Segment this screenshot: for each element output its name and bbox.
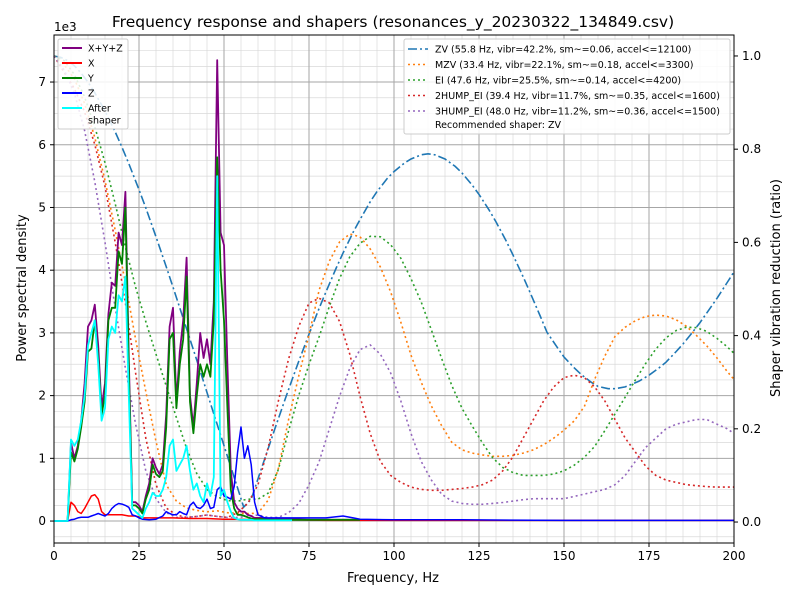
y2-tick-label: 0.8 xyxy=(742,142,761,156)
grid xyxy=(53,35,735,543)
y2-tick-label: 0.2 xyxy=(742,422,761,436)
axes-ticks: 0 25 50 75 100 125 150 175 200 0 1 2 3 4 5 6 7 0.0 0.2 0.4 0… xyxy=(38,49,761,563)
y-tick-label: 7 xyxy=(38,75,46,89)
legend-left-label: After xyxy=(88,104,111,115)
x-tick-label: 0 xyxy=(50,549,58,563)
legend-right: ZV (55.8 Hz, vibr=42.2%, sm~=0.06, accel… xyxy=(403,38,731,135)
recommended-shaper-note: Recommended shaper: ZV xyxy=(435,120,561,131)
x-tick-label: 125 xyxy=(468,549,491,563)
shaper-curves xyxy=(53,55,735,519)
legend-left-label: Y xyxy=(87,74,94,85)
legend-left-label: shaper xyxy=(88,116,121,127)
y-exponent-label: 1e3 xyxy=(54,20,77,34)
x-tick-label: 75 xyxy=(301,549,316,563)
y2-tick-label: 1.0 xyxy=(742,49,761,63)
shaper-line-mzv xyxy=(53,55,735,515)
y-axis-label: Power spectral density xyxy=(15,214,30,362)
shaper-line-zv xyxy=(53,55,735,509)
x-tick-label: 50 xyxy=(216,549,231,563)
legend-left-label: X xyxy=(88,59,95,70)
y-tick-label: 4 xyxy=(38,263,46,277)
legend-left-box xyxy=(57,38,129,130)
x-tick-label: 25 xyxy=(131,549,146,563)
psd-curves xyxy=(54,59,734,522)
y-tick-label: 3 xyxy=(38,326,46,340)
legend-right-label: EI (47.6 Hz, vibr=25.5%, sm~=0.14, accel… xyxy=(435,76,681,87)
legend-right-label: 3HUMP_EI (48.0 Hz, vibr=11.2%, sm~=0.36,… xyxy=(435,107,720,118)
y2-tick-label: 0.0 xyxy=(742,515,761,529)
legend-left-label: Z xyxy=(88,89,95,100)
shaper-line-2hump-ei xyxy=(53,55,734,519)
legend-right-label: 2HUMP_EI (39.4 Hz, vibr=11.7%, sm~=0.35,… xyxy=(435,91,720,102)
legend-right-label: MZV (33.4 Hz, vibr=22.1%, sm~=0.18, acce… xyxy=(435,60,694,71)
y-tick-label: 5 xyxy=(38,200,46,214)
y-tick-label: 0 xyxy=(38,514,46,528)
x-tick-label: 200 xyxy=(723,549,746,563)
y2-tick-label: 0.6 xyxy=(742,235,761,249)
x-tick-label: 150 xyxy=(553,549,576,563)
legend-left-label: X+Y+Z xyxy=(88,44,123,55)
y-tick-label: 1 xyxy=(38,451,46,465)
x-tick-label: 175 xyxy=(638,549,661,563)
y2-tick-label: 0.4 xyxy=(742,329,761,343)
x-axis-label: Frequency, Hz xyxy=(347,571,439,586)
legend-right-label: ZV (55.8 Hz, vibr=42.2%, sm~=0.06, accel… xyxy=(435,45,691,56)
shaper-line-3hump-ei xyxy=(53,55,735,519)
x-tick-label: 100 xyxy=(383,549,406,563)
y2-axis-label: Shaper vibration reduction (ratio) xyxy=(769,179,784,397)
legend-right-box xyxy=(403,38,731,135)
psd-line-after xyxy=(54,175,292,522)
chart-title: Frequency response and shapers (resonanc… xyxy=(112,13,674,32)
psd-line-z xyxy=(54,426,734,522)
y-tick-label: 2 xyxy=(38,389,46,403)
y-tick-label: 6 xyxy=(38,138,46,152)
